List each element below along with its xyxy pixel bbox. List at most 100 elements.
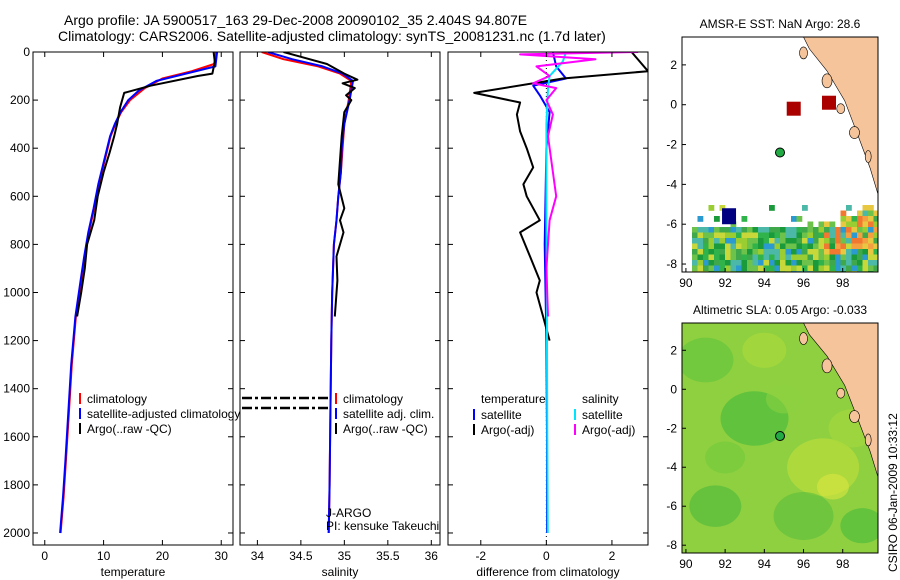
temperature-panel: 0 10 20 30 0 200 400 600 800 1000 1200 1400 1600 1800… <box>3 45 240 579</box>
map-content <box>682 37 878 272</box>
x-tick-label: -2 <box>475 549 486 563</box>
sst-pixel <box>736 265 742 272</box>
sst-pixel <box>736 254 742 261</box>
sst-pixel <box>747 232 753 239</box>
sst-pixel <box>741 249 748 255</box>
sst-pixel <box>708 249 715 255</box>
sst-pixel <box>840 254 847 261</box>
sla-blob <box>705 441 746 474</box>
sst-pixel <box>829 221 836 228</box>
sst-pixel <box>824 265 830 272</box>
sst-pixel <box>708 254 715 261</box>
sst-pixel <box>802 254 808 261</box>
sst-pixel <box>857 210 863 217</box>
sst-pixel <box>807 260 814 266</box>
series-line-satellite-adjusted-climatology <box>59 52 219 534</box>
sla-blob <box>682 337 734 383</box>
sst-pixel <box>730 249 737 255</box>
sst-pixel <box>763 254 770 261</box>
y-tick-label: 600 <box>10 189 30 203</box>
sst-pixel <box>791 243 797 250</box>
sst-pixel <box>829 227 836 233</box>
sst-pixel <box>796 260 803 266</box>
sst-pixel <box>862 232 869 239</box>
sst-pixel <box>873 210 878 217</box>
x-tick-label: 34 <box>251 549 265 563</box>
series-line-satellite-adj-clim- <box>267 52 354 534</box>
x-tick-label: 96 <box>797 557 811 571</box>
sst-pixel <box>714 243 720 250</box>
sst-pixel <box>873 249 878 255</box>
sst-pixel <box>736 243 742 250</box>
sst-pixel <box>774 243 781 250</box>
island <box>836 103 846 114</box>
sst-pixel <box>692 254 698 261</box>
map-title: Altimetric SLA: 0.05 Argo: -0.033 <box>693 303 867 317</box>
sst-pixel <box>835 232 841 239</box>
sst-pixel <box>747 260 753 266</box>
sst-pixel <box>857 265 863 272</box>
difference-panel: -2 0 2 difference from climatology temperatu… <box>447 51 649 579</box>
sst-pixel <box>758 249 764 255</box>
x-axis-label: difference from climatology <box>476 565 619 579</box>
sst-pixel <box>840 243 847 250</box>
sst-pixel <box>796 227 803 233</box>
sst-pixel <box>769 265 775 272</box>
sst-pixel <box>758 265 764 272</box>
sst-pixel <box>818 265 825 272</box>
sst-pixel <box>813 238 819 244</box>
sst-pixel <box>774 232 781 239</box>
x-tick-label: 20 <box>156 549 170 563</box>
x-tick-label: 94 <box>758 557 772 571</box>
sst-pixel <box>840 238 847 244</box>
sst-pixel <box>862 260 869 266</box>
sst-pixel <box>862 238 869 244</box>
sst-pixel <box>846 221 852 228</box>
sst-pixel <box>747 249 753 255</box>
y-tick-label: 200 <box>10 93 30 107</box>
sst-pixel <box>747 238 753 244</box>
sst-pixel <box>868 265 874 272</box>
x-tick-label: 0 <box>543 549 550 563</box>
sst-pixel <box>813 249 819 255</box>
sst-pixel <box>697 227 704 233</box>
map-frame <box>681 36 879 273</box>
sst-pixel <box>791 260 797 266</box>
sst-pixel <box>802 238 808 244</box>
sst-pixel <box>818 232 825 239</box>
sst-pixel <box>813 243 819 250</box>
sst-pixel <box>774 260 781 266</box>
sst-pixel <box>813 227 819 233</box>
sst-pixel <box>752 243 759 250</box>
sst-pixel <box>697 238 704 244</box>
sst-pixel <box>725 238 731 244</box>
sst-pixel <box>741 232 748 239</box>
sst-pixel <box>697 260 704 266</box>
sst-pixel <box>840 221 847 228</box>
sst-pixel <box>840 265 847 272</box>
sst-pixel <box>807 232 814 239</box>
sst-pixel <box>747 265 753 272</box>
sst-pixel <box>708 243 715 250</box>
sst-pixel <box>763 265 770 272</box>
y-tick-label: 0 <box>670 382 677 396</box>
map-title: AMSR-E SST: NaN Argo: 28.6 <box>700 17 861 31</box>
sst-pixel <box>730 265 737 272</box>
sst-pixel <box>697 265 704 272</box>
sst-pixel <box>791 216 797 222</box>
series-line-argo-raw-qc- <box>283 52 359 317</box>
sst-pixel <box>758 232 764 239</box>
sst-pixel <box>758 243 764 250</box>
sst-pixel <box>752 227 759 233</box>
x-tick-label: 35 <box>338 549 352 563</box>
y-tick-label: -2 <box>666 421 677 435</box>
sst-pixel <box>868 243 874 250</box>
sst-pixel <box>752 232 759 239</box>
sst-pixel <box>769 205 775 211</box>
sst-pixel <box>873 221 878 228</box>
sst-pixel <box>708 205 715 211</box>
sst-pixel <box>796 249 803 255</box>
sst-pixel <box>862 216 869 222</box>
sst-pixel <box>708 238 715 244</box>
